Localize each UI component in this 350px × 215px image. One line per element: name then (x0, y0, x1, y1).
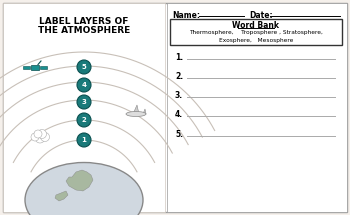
Bar (23, 66, 30, 69)
Text: Name:: Name: (172, 11, 200, 20)
Text: Thermosphere,    Troposphere , Stratosphere,: Thermosphere, Troposphere , Stratosphere… (189, 30, 323, 35)
Polygon shape (143, 109, 146, 114)
Circle shape (77, 95, 91, 109)
Circle shape (35, 133, 45, 143)
Text: 4.: 4. (175, 110, 183, 119)
Circle shape (34, 130, 42, 138)
Text: THE ATMOSPHERE: THE ATMOSPHERE (38, 26, 130, 35)
Circle shape (77, 78, 91, 92)
Circle shape (41, 132, 49, 141)
Text: 5: 5 (82, 64, 86, 70)
Polygon shape (133, 105, 139, 114)
Text: 3: 3 (82, 99, 86, 105)
Ellipse shape (126, 112, 146, 117)
Circle shape (37, 129, 47, 138)
Text: Exosphere,   Mesosphere: Exosphere, Mesosphere (219, 38, 293, 43)
Text: 3.: 3. (175, 91, 183, 100)
Text: 1.: 1. (175, 53, 183, 62)
Polygon shape (66, 170, 93, 191)
Bar (167, 3, 347, 212)
Text: 5.: 5. (175, 130, 183, 139)
Text: Word Bank: Word Bank (232, 21, 280, 30)
Ellipse shape (25, 163, 143, 215)
Text: 4: 4 (82, 82, 86, 88)
Text: 1: 1 (82, 137, 86, 143)
Bar (170, 19, 342, 45)
Text: LABEL LAYERS OF: LABEL LAYERS OF (39, 17, 129, 26)
Polygon shape (55, 191, 68, 201)
Bar (40, 66, 47, 69)
Text: 2.: 2. (175, 72, 183, 81)
Bar (31, 64, 39, 69)
Text: Date:: Date: (249, 11, 273, 20)
Circle shape (77, 113, 91, 127)
Bar (3, 3, 165, 212)
Circle shape (77, 60, 91, 74)
Circle shape (77, 133, 91, 147)
Text: 2: 2 (82, 117, 86, 123)
Circle shape (31, 133, 39, 141)
